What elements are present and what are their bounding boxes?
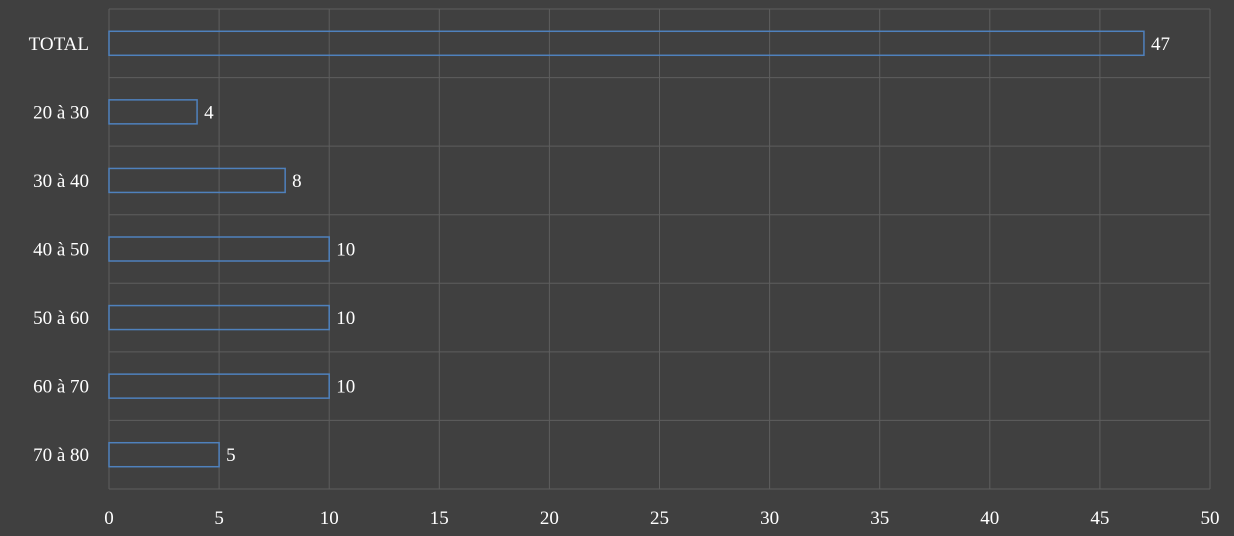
x-tick-label: 50: [1201, 508, 1220, 529]
x-tick-label: 45: [1090, 508, 1109, 529]
x-tick-label: 40: [980, 508, 999, 529]
x-tick-label: 0: [104, 508, 114, 529]
data-label: 47: [1151, 34, 1170, 55]
bar: [108, 441, 220, 468]
category-label: 30 à 40: [33, 171, 89, 192]
data-label: 8: [292, 171, 302, 192]
category-label: TOTAL: [29, 34, 89, 55]
x-tick-label: 35: [870, 508, 889, 529]
x-axis-labels: 0 5 10 15 20 25 30 35 40 45 50: [104, 508, 1219, 529]
data-label: 10: [336, 308, 355, 329]
data-label: 10: [336, 377, 355, 398]
category-label: 20 à 30: [33, 102, 89, 123]
bar: [108, 30, 1145, 57]
bar: [108, 304, 330, 331]
x-tick-label: 30: [760, 508, 779, 529]
data-label: 4: [204, 102, 214, 123]
x-tick-label: 5: [214, 508, 224, 529]
bars: [108, 30, 1145, 468]
category-label: 60 à 70: [33, 377, 89, 398]
grid-lines: [108, 8, 1211, 490]
bar: [108, 99, 198, 125]
bar: [108, 167, 286, 194]
data-label: 10: [336, 240, 355, 261]
category-label: 70 à 80: [33, 445, 89, 466]
bar: [108, 373, 330, 399]
x-tick-label: 25: [650, 508, 669, 529]
bar: [108, 236, 330, 262]
data-labels: 47 4 8 10 10 10 5: [204, 34, 1170, 466]
category-label: 40 à 50: [33, 240, 89, 261]
data-label: 5: [226, 445, 236, 466]
x-tick-label: 20: [540, 508, 559, 529]
x-tick-label: 15: [430, 508, 449, 529]
x-tick-label: 10: [320, 508, 339, 529]
category-label: 50 à 60: [33, 308, 89, 329]
y-axis-labels: TOTAL 20 à 30 30 à 40 40 à 50 50 à 60 60 à 70…: [29, 34, 89, 466]
